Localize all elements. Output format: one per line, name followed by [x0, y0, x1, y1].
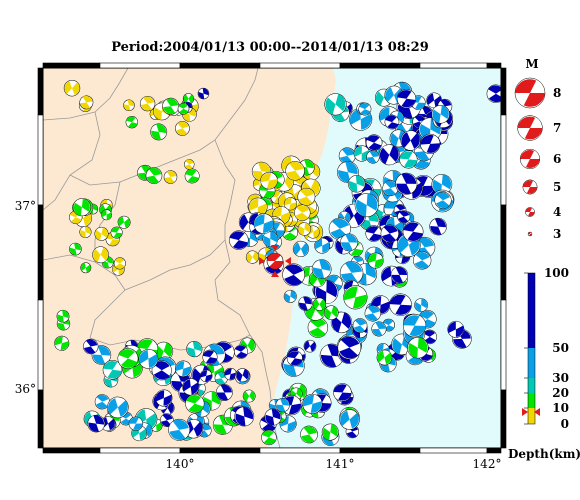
magnitude-legend-heading: M	[525, 57, 538, 71]
map-title: Period:2004/01/13 00:00--2014/01/13 08:2…	[111, 40, 429, 55]
depth-band-30-50	[528, 348, 535, 378]
magnitude-legend-item-4: 4	[525, 205, 561, 219]
depth-tick-0: 0	[561, 417, 569, 431]
magnitude-legend-item-7: 7	[517, 115, 561, 141]
depth-tick-30: 30	[552, 371, 569, 385]
depth-scale-marker	[522, 408, 540, 416]
depth-band-0-10	[528, 408, 535, 424]
lon-label-142: 142°	[473, 457, 502, 471]
depth-tick-20: 20	[552, 386, 569, 400]
depth-band-50-100	[528, 273, 535, 348]
magnitude-legend-label-4: 4	[553, 205, 561, 219]
magnitude-legend-label-3: 3	[553, 227, 561, 241]
depth-tick-100: 100	[544, 266, 569, 280]
depth-tick-10: 10	[552, 401, 569, 415]
magnitude-legend: M 8 7 6 5 4 3	[514, 57, 561, 241]
lat-label-37: 37°	[15, 199, 36, 213]
depth-tick-50: 50	[552, 341, 569, 355]
lat-label-36: 36°	[15, 382, 36, 396]
mainshock-marker	[259, 245, 291, 277]
magnitude-legend-label-5: 5	[553, 180, 561, 194]
depth-legend-title: Depth(km)	[508, 447, 580, 461]
magnitude-legend-label-7: 7	[553, 121, 561, 135]
magnitude-legend-item-3: 3	[527, 227, 561, 241]
lon-label-141: 141°	[326, 457, 355, 471]
beachball-markers	[54, 79, 501, 446]
magnitude-legend-label-6: 6	[553, 152, 561, 166]
depth-band-10-20	[528, 393, 535, 408]
magnitude-legend-label-8: 8	[553, 86, 561, 100]
lon-label-140: 140°	[166, 457, 195, 471]
magnitude-legend-item-5: 5	[522, 179, 561, 195]
map-frame	[37, 62, 507, 454]
magnitude-legend-item-8: 8	[514, 77, 561, 109]
magnitude-legend-item-6: 6	[519, 148, 561, 170]
depth-band-20-30	[528, 378, 535, 393]
